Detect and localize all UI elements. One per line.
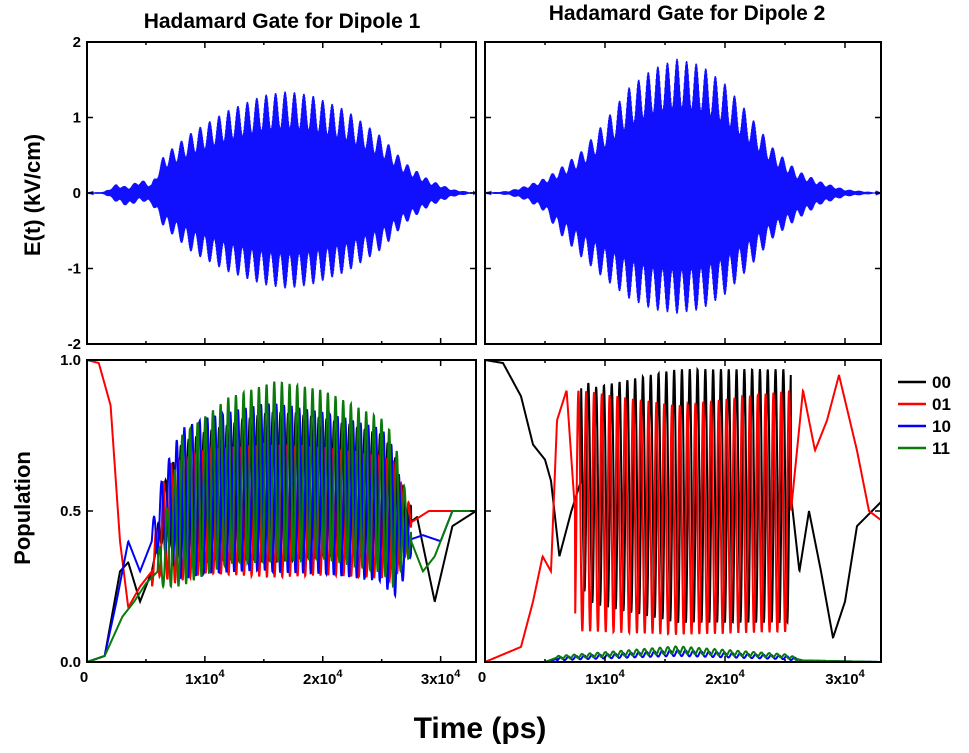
x-tick-label: 1x104 [585, 668, 625, 688]
x-tick-label: 0 [80, 669, 88, 686]
x-tick-label: 3x104 [825, 668, 865, 688]
ticks-population-dipole-2: 0 1x104 2x104 3x104 [478, 359, 881, 688]
x-tick-label: 3x104 [421, 668, 461, 688]
ticks-field-dipole-1: -2 -1 0 1 2 [68, 34, 476, 353]
series-line-01 [485, 374, 881, 662]
series-line-11 [485, 645, 881, 662]
panel-field-dipole-1: -2 -1 0 1 2 [68, 34, 477, 353]
field-line [87, 91, 476, 289]
legend-label: 00 [932, 373, 951, 392]
legend-item-11: 11 [898, 439, 950, 458]
y-tick-label: 1.0 [60, 352, 81, 369]
ticks-population-dipole-1: 0.0 0.5 1.0 0 1x104 2x104 3x104 [60, 352, 476, 688]
ticks-field-dipole-2 [484, 41, 881, 345]
y-tick-label: 0.0 [60, 654, 81, 671]
panel-population-dipole-1: 0.0 0.5 1.0 0 1x104 2x104 3x104 [60, 352, 477, 688]
y-label-population: Population [10, 451, 35, 565]
field-trace-dipole-1 [87, 91, 476, 289]
y-tick-label: 1 [73, 110, 81, 127]
title-dipole-1: Hadamard Gate for Dipole 1 [144, 10, 421, 33]
population-traces-dipole-2 [485, 360, 881, 662]
panel-field-dipole-2 [484, 41, 882, 345]
legend-item-10: 10 [898, 417, 951, 436]
x-label-time: Time (ps) [414, 712, 547, 745]
x-tick-label: 1x104 [185, 668, 225, 688]
x-tick-label: 0 [478, 669, 486, 686]
y-tick-label: 0 [73, 185, 81, 202]
title-dipole-2: Hadamard Gate for Dipole 2 [549, 2, 826, 25]
series-line-00 [485, 360, 881, 639]
field-line [485, 58, 881, 314]
x-tick-label: 2x104 [705, 668, 745, 688]
y-tick-label: 2 [73, 34, 81, 51]
legend-label: 10 [932, 417, 951, 436]
panel-population-dipole-2: 0 1x104 2x104 3x104 [478, 359, 882, 688]
y-label-field: E(t) (kV/cm) [20, 134, 45, 256]
y-tick-label: -2 [68, 336, 81, 353]
y-tick-label: -1 [68, 261, 81, 278]
field-trace-dipole-2 [485, 58, 881, 314]
legend-item-00: 00 [898, 373, 951, 392]
x-tick-label: 2x104 [303, 668, 343, 688]
legend-label: 11 [932, 439, 950, 458]
population-traces-dipole-1 [87, 360, 476, 662]
legend: 00 01 10 11 [898, 373, 951, 458]
y-tick-label: 0.5 [60, 503, 81, 520]
series-line-11 [87, 381, 476, 662]
legend-label: 01 [932, 395, 951, 414]
legend-item-01: 01 [898, 395, 951, 414]
